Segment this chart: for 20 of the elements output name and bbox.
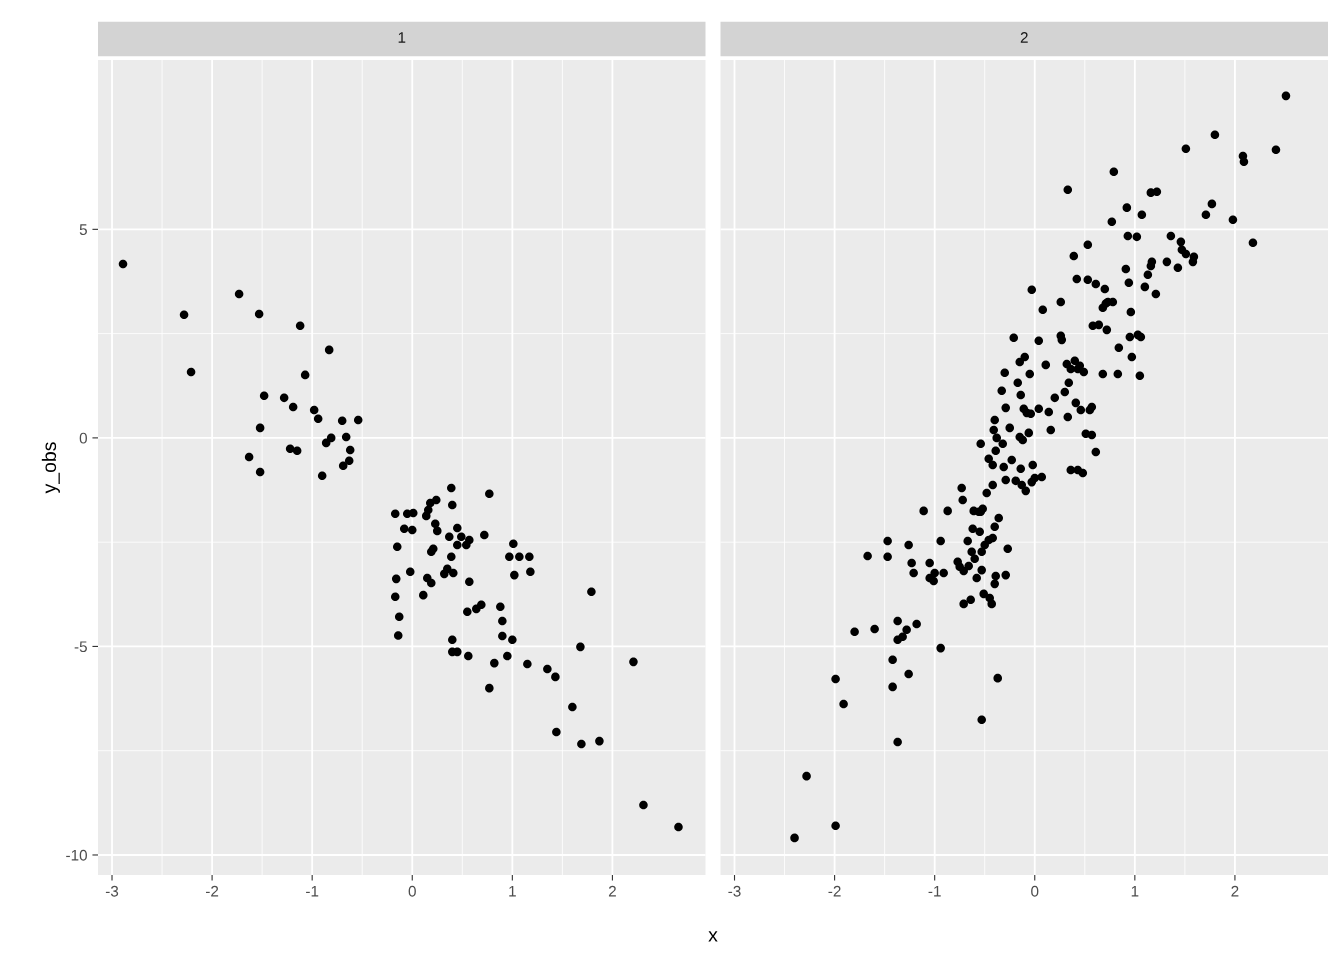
x-tick-label: 1 bbox=[509, 885, 516, 897]
x-tick-label: -3 bbox=[728, 885, 741, 897]
x-tick-label: 2 bbox=[1231, 885, 1239, 897]
x-tick-label: 0 bbox=[1031, 885, 1039, 897]
y-tick-label: 5 bbox=[79, 224, 87, 236]
x-tick-label: -1 bbox=[306, 885, 319, 897]
x-tick-label: 1 bbox=[1131, 885, 1139, 897]
chart-title: 2 bbox=[1020, 32, 1028, 43]
x-tick-label: -1 bbox=[928, 885, 941, 897]
y-tick-label: -10 bbox=[66, 849, 87, 861]
y-tick-label: 0 bbox=[79, 432, 87, 444]
x-tick-label: 2 bbox=[608, 885, 616, 897]
x-tick-label: -3 bbox=[105, 885, 119, 897]
x-tick-label: -2 bbox=[828, 885, 841, 897]
x-tick-label: -2 bbox=[205, 885, 219, 897]
y-tick-label: -5 bbox=[74, 641, 87, 653]
y-axis-title: y_obs bbox=[41, 442, 60, 494]
x-tick-label: 0 bbox=[408, 885, 416, 897]
chart-title: 1 bbox=[398, 32, 406, 43]
x-axis-title: x bbox=[708, 931, 718, 942]
